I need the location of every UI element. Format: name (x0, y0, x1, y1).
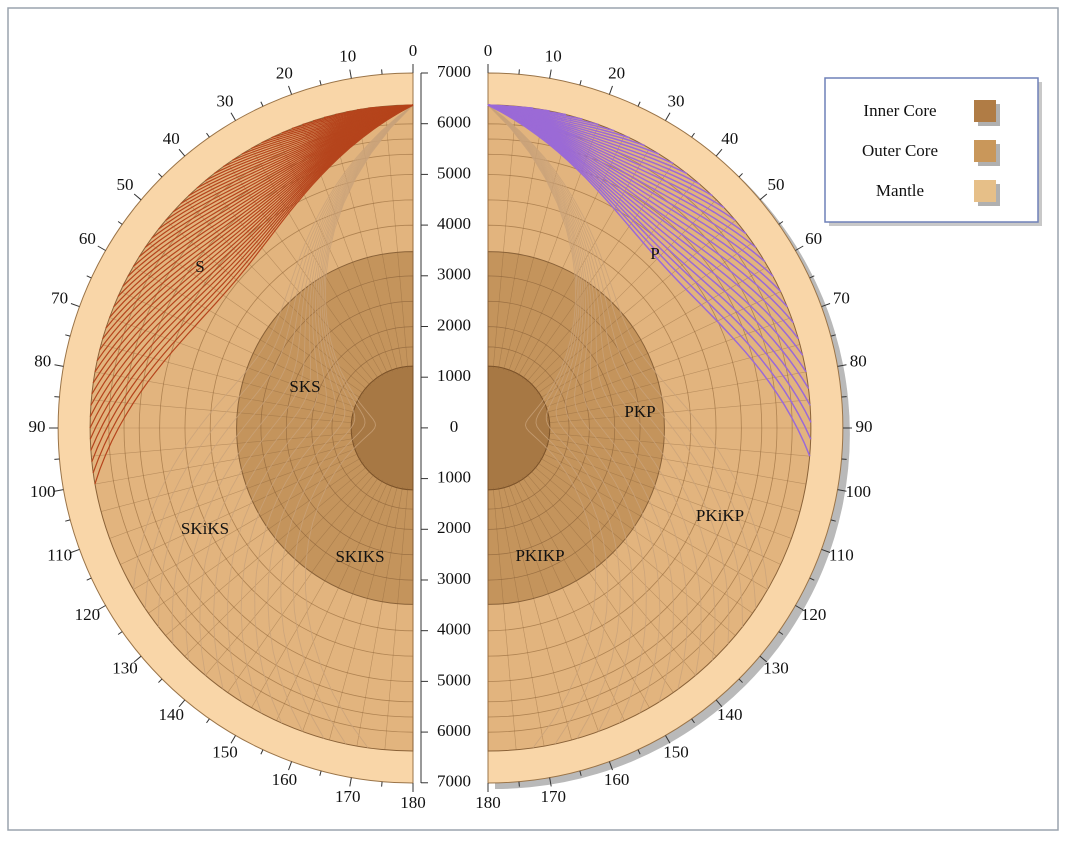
angle-label: 150 (212, 743, 238, 762)
angle-label: 10 (339, 47, 356, 66)
angle-label: 30 (217, 91, 234, 110)
depth-label: 2000 (437, 315, 471, 334)
angle-label: 110 (829, 546, 854, 565)
angle-label: 100 (30, 482, 56, 501)
angle-label: 70 (833, 288, 850, 307)
angle-label: 80 (850, 352, 867, 371)
depth-label: 5000 (437, 670, 471, 689)
angle-label: 40 (721, 129, 738, 148)
legend-label: Mantle (876, 181, 924, 200)
angle-label: 60 (805, 229, 822, 248)
angle-label: 140 (717, 705, 743, 724)
depth-label: 7000 (437, 772, 471, 791)
legend-label: Inner Core (863, 101, 936, 120)
legend-label: Outer Core (862, 141, 938, 160)
depth-label: 6000 (437, 721, 471, 740)
angle-label: 150 (663, 743, 689, 762)
angle-label: 0 (409, 41, 418, 60)
angle-label: 120 (75, 605, 101, 624)
region-label: PKIKP (515, 546, 564, 565)
angle-label: 110 (47, 546, 72, 565)
angle-label: 60 (79, 229, 96, 248)
depth-label: 1000 (437, 366, 471, 385)
angle-label: 130 (112, 659, 138, 678)
depth-label: 4000 (437, 620, 471, 639)
region-label: PKP (624, 402, 655, 421)
angle-label: 160 (272, 770, 298, 789)
legend-swatch (974, 100, 996, 122)
region-label: SKIKS (335, 547, 384, 566)
angle-label: 90 (29, 417, 46, 436)
depth-label: 7000 (437, 62, 471, 81)
region-label: SKiKS (181, 519, 229, 538)
angle-label: 170 (541, 787, 567, 806)
angle-label: 180 (475, 793, 501, 812)
angle-label: 170 (335, 787, 361, 806)
angle-label: 120 (801, 605, 827, 624)
legend: Inner Core Outer Core Mantle (825, 78, 1042, 226)
depth-label: 6000 (437, 113, 471, 132)
depth-label: 3000 (437, 569, 471, 588)
angle-label: 10 (545, 47, 562, 66)
angle-label: 20 (276, 64, 293, 83)
legend-swatch (974, 180, 996, 202)
depth-label: 5000 (437, 163, 471, 182)
diagram: 0102030405060708090100110120130140150160… (0, 0, 1066, 838)
region-label: SKS (289, 377, 320, 396)
depth-label: 4000 (437, 214, 471, 233)
region-label: PKiKP (696, 506, 744, 525)
region-label: S (195, 257, 204, 276)
angle-label: 50 (116, 175, 133, 194)
depth-label: 2000 (437, 518, 471, 537)
region-label: P (650, 244, 659, 263)
angle-label: 90 (856, 417, 873, 436)
angle-label: 80 (34, 352, 51, 371)
angle-label: 100 (846, 482, 872, 501)
angle-label: 30 (668, 91, 685, 110)
legend-swatch (974, 140, 996, 162)
depth-label: 1000 (437, 467, 471, 486)
angle-label: 160 (604, 770, 630, 789)
depth-label: 0 (450, 417, 459, 436)
angle-label: 180 (400, 793, 426, 812)
angle-label: 70 (51, 288, 68, 307)
angle-label: 0 (484, 41, 493, 60)
angle-label: 40 (163, 129, 180, 148)
angle-label: 20 (608, 64, 625, 83)
angle-label: 130 (763, 659, 789, 678)
angle-label: 140 (159, 705, 185, 724)
depth-label: 3000 (437, 265, 471, 284)
angle-label: 50 (768, 175, 785, 194)
